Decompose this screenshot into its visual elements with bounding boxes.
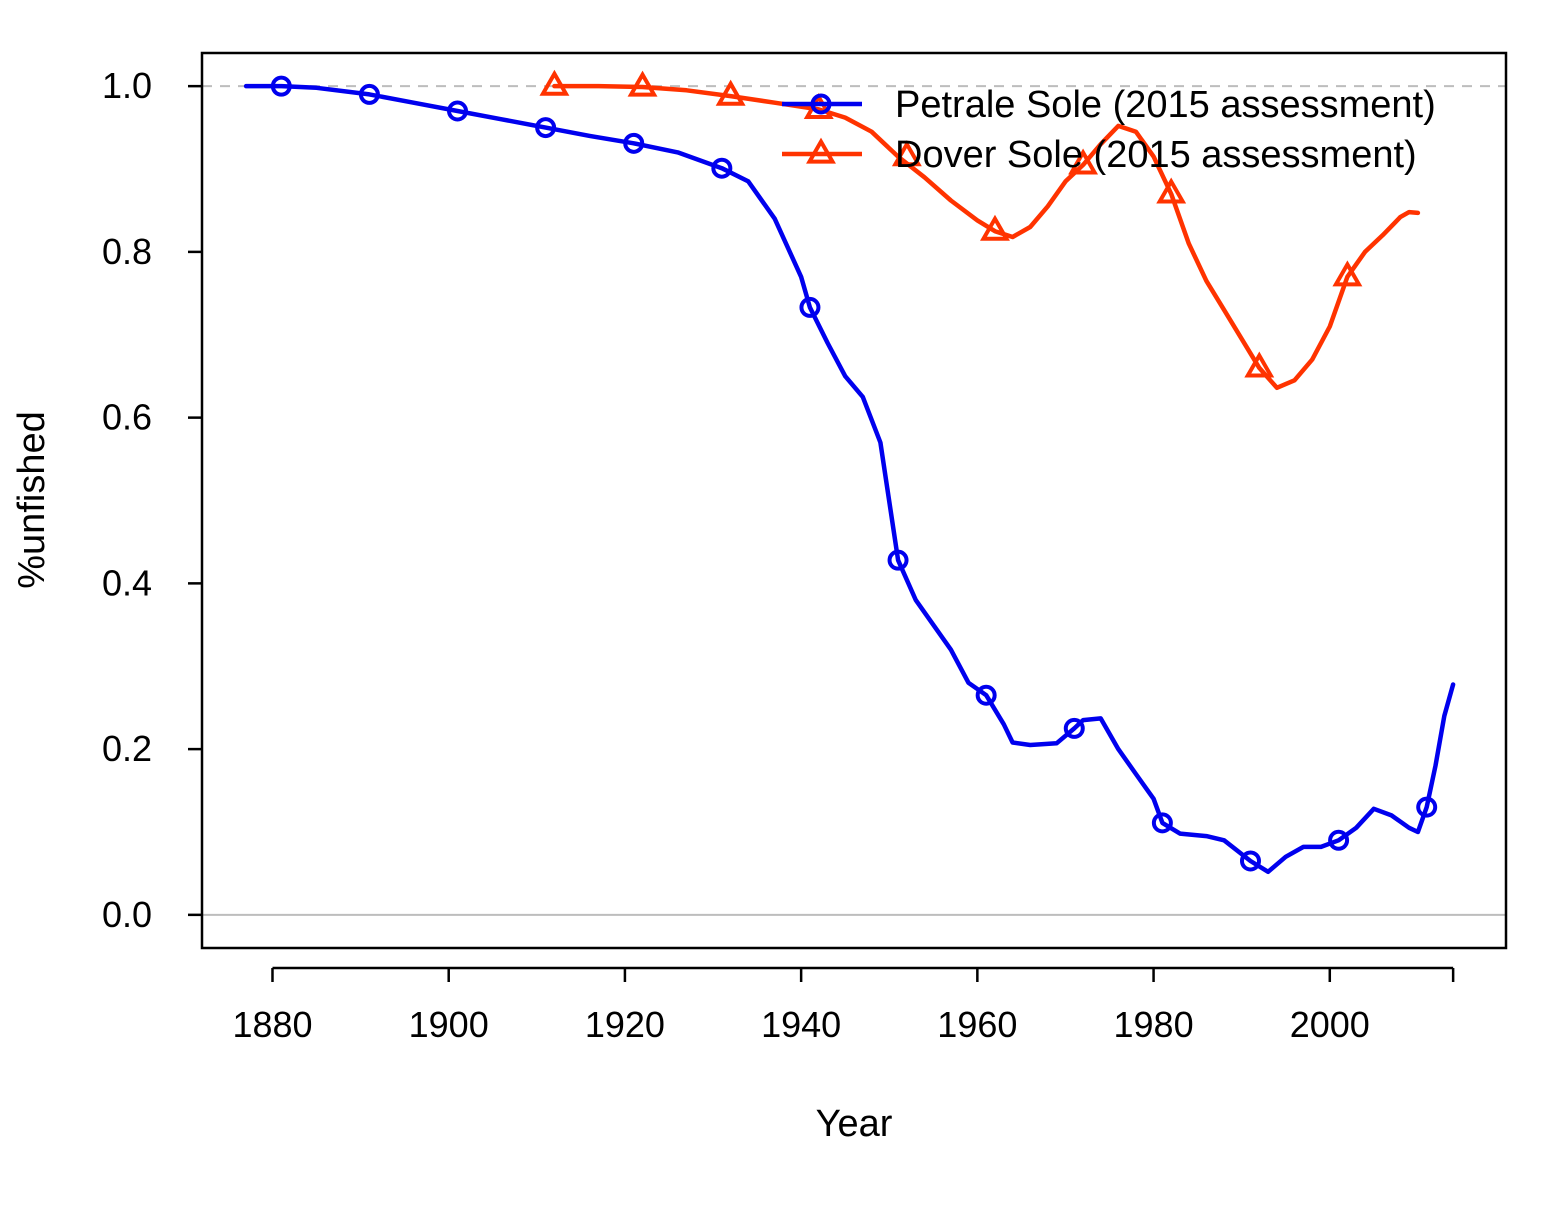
series-0-point-2 bbox=[447, 100, 469, 122]
x-tick-label-0: 1880 bbox=[232, 1004, 312, 1045]
series-0-point-12 bbox=[1328, 829, 1350, 851]
series-0-point-9 bbox=[1063, 717, 1085, 739]
series-1-point-0 bbox=[539, 69, 570, 96]
x-tick-label-2: 1920 bbox=[585, 1004, 665, 1045]
plot-frame bbox=[200, 51, 1508, 950]
y-tick-label-5: 1.0 bbox=[102, 65, 152, 106]
x-tick-label-3: 1940 bbox=[761, 1004, 841, 1045]
legend-label-0: Petrale Sole (2015 assessment) bbox=[895, 84, 1436, 126]
series-1-point-7 bbox=[1156, 177, 1187, 204]
series-1-point-4 bbox=[891, 140, 922, 167]
x-tick-label-6: 2000 bbox=[1290, 1004, 1370, 1045]
y-tick-label-2: 0.4 bbox=[102, 562, 152, 603]
series-0-point-1 bbox=[358, 83, 380, 105]
legend-item-1: Dover Sole (2015 assessment) bbox=[782, 134, 1417, 176]
series-0-point-7 bbox=[887, 549, 909, 571]
legend-label-1: Dover Sole (2015 assessment) bbox=[895, 134, 1417, 176]
series-0 bbox=[243, 75, 1456, 875]
x-axis-title: Year bbox=[816, 1103, 893, 1145]
series-0-point-10 bbox=[1151, 812, 1173, 834]
x-tick-label-5: 1980 bbox=[1114, 1004, 1194, 1045]
x-tick-label-4: 1960 bbox=[937, 1004, 1017, 1045]
y-axis-title: %unfished bbox=[11, 411, 53, 588]
series-1-point-9 bbox=[1332, 260, 1363, 287]
legend-marker-1 bbox=[806, 137, 836, 164]
y-tick-label-4: 0.8 bbox=[102, 231, 152, 272]
series-1-point-1 bbox=[627, 70, 658, 97]
series-0-point-0 bbox=[270, 75, 292, 97]
y-tick-label-3: 0.6 bbox=[102, 397, 152, 438]
x-tick-label-1: 1900 bbox=[409, 1004, 489, 1045]
series-1-point-6 bbox=[1068, 148, 1099, 175]
series-line-0 bbox=[243, 83, 1456, 875]
series-1-point-5 bbox=[980, 214, 1010, 241]
series-0-point-3 bbox=[535, 117, 557, 139]
series-0-point-11 bbox=[1239, 850, 1261, 872]
series-1-point-2 bbox=[715, 79, 746, 106]
series-0-point-4 bbox=[623, 132, 645, 154]
series-0-point-5 bbox=[711, 157, 733, 179]
legend-marker-0 bbox=[810, 93, 832, 115]
y-tick-label-1: 0.2 bbox=[102, 728, 152, 769]
series-0-point-8 bbox=[975, 684, 997, 706]
series-1-point-8 bbox=[1244, 351, 1275, 378]
legend-item-0: Petrale Sole (2015 assessment) bbox=[782, 84, 1436, 126]
y-tick-label-0: 0.0 bbox=[102, 894, 152, 935]
series-0-point-6 bbox=[799, 296, 821, 318]
series-0-point-13 bbox=[1416, 796, 1438, 818]
